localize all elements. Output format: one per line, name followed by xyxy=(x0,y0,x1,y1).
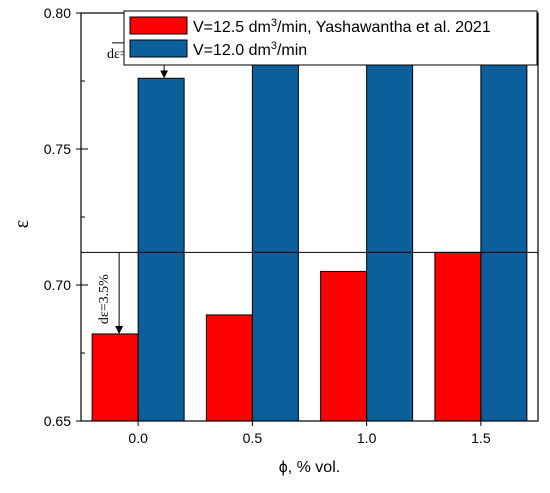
legend-label-prefix: V=12.0 dm xyxy=(193,42,271,59)
bar-red-0 xyxy=(91,333,139,422)
bar-blue-2 xyxy=(366,47,414,422)
x-tick-label-2: 1.0 xyxy=(357,430,377,446)
y-tick-label-1: 0.70 xyxy=(44,277,71,293)
legend-label-superscript: 3 xyxy=(271,40,277,52)
legend-box xyxy=(123,10,538,66)
annotation-label-1: dε=3.5% xyxy=(97,274,112,324)
x-axis-label: ϕ, % vol. xyxy=(279,459,340,476)
y-axis-label: ε xyxy=(11,220,33,228)
x-tick-label-3: 1.5 xyxy=(471,430,491,446)
y-tick-label-3: 0.80 xyxy=(44,5,71,21)
y-tick-label-2: 0.75 xyxy=(44,141,71,157)
bar-blue-1 xyxy=(251,56,299,422)
x-tick-label-1: 0.5 xyxy=(243,430,263,446)
bar-red-2 xyxy=(320,270,368,422)
bar-red-1 xyxy=(205,314,253,422)
bar-red-3 xyxy=(434,251,482,422)
legend-label-suffix: /min, Yashawantha et al. 2021 xyxy=(277,19,491,36)
legend-swatch-0 xyxy=(129,16,188,35)
legend-swatch-1 xyxy=(129,39,188,58)
bar-blue-0 xyxy=(137,77,185,422)
legend-label-0: V=12.5 dm3/min, Yashawantha et al. 2021 xyxy=(193,17,491,36)
bar-blue-3 xyxy=(480,42,528,422)
legend-label-prefix: V=12.5 dm xyxy=(193,19,271,36)
legend: V=12.5 dm3/min, Yashawantha et al. 2021V… xyxy=(123,10,538,66)
y-tick-label-0: 0.65 xyxy=(44,413,71,429)
bars-layer xyxy=(91,42,528,422)
legend-label-1: V=12.0 dm3/min xyxy=(193,40,307,59)
legend-label-suffix: /min xyxy=(277,42,307,59)
x-tick-label-0: 0.0 xyxy=(128,430,148,446)
tick-layer: 0.65 0.70 0.75 0.80 0.0 0.5 1.0 1.5 xyxy=(44,5,491,446)
legend-label-superscript: 3 xyxy=(271,17,277,29)
